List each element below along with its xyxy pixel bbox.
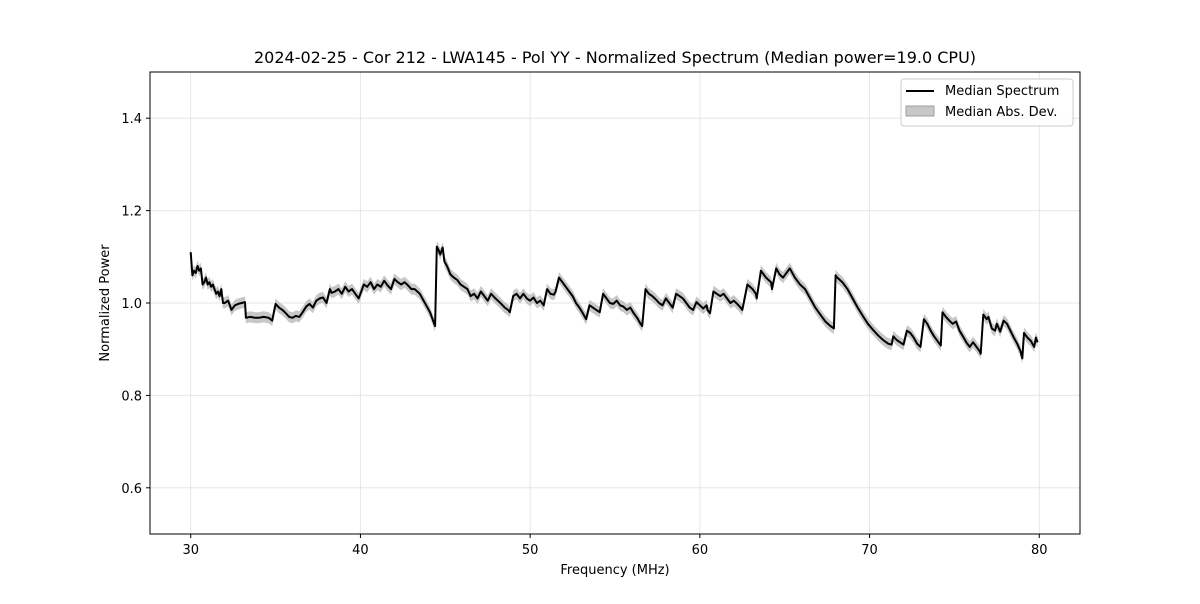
y-tick-label: 0.6 bbox=[121, 482, 142, 497]
y-tick-label: 0.8 bbox=[121, 389, 142, 404]
legend-label-median-spectrum: Median Spectrum bbox=[945, 84, 1059, 99]
legend-box bbox=[900, 78, 1074, 127]
x-tick-label: 30 bbox=[182, 543, 199, 558]
legend-band-swatch bbox=[905, 105, 935, 117]
x-tick-label: 80 bbox=[1031, 543, 1048, 558]
y-tick-label: 1.2 bbox=[121, 205, 142, 220]
median-line-layer bbox=[189, 245, 1039, 360]
chart-title: 2024-02-25 - Cor 212 - LWA145 - Pol YY -… bbox=[254, 48, 976, 67]
median-spectrum-line bbox=[189, 245, 1039, 360]
x-axis: 30 40 50 60 70 80 bbox=[182, 534, 1048, 558]
y-tick-label: 1.4 bbox=[121, 112, 142, 127]
x-tick-label: 60 bbox=[692, 543, 709, 558]
legend-label-median-abs-dev: Median Abs. Dev. bbox=[945, 105, 1057, 120]
x-axis-label: Frequency (MHz) bbox=[560, 563, 669, 578]
y-axis-label: Normalized Power bbox=[98, 244, 113, 362]
x-tick-label: 70 bbox=[861, 543, 878, 558]
x-tick-label: 50 bbox=[522, 543, 539, 558]
y-axis: 0.6 0.8 1.0 1.2 1.4 bbox=[121, 112, 150, 497]
y-tick-label: 1.0 bbox=[121, 297, 142, 312]
legend: Median Spectrum Median Abs. Dev. bbox=[900, 78, 1074, 127]
x-tick-label: 40 bbox=[352, 543, 369, 558]
